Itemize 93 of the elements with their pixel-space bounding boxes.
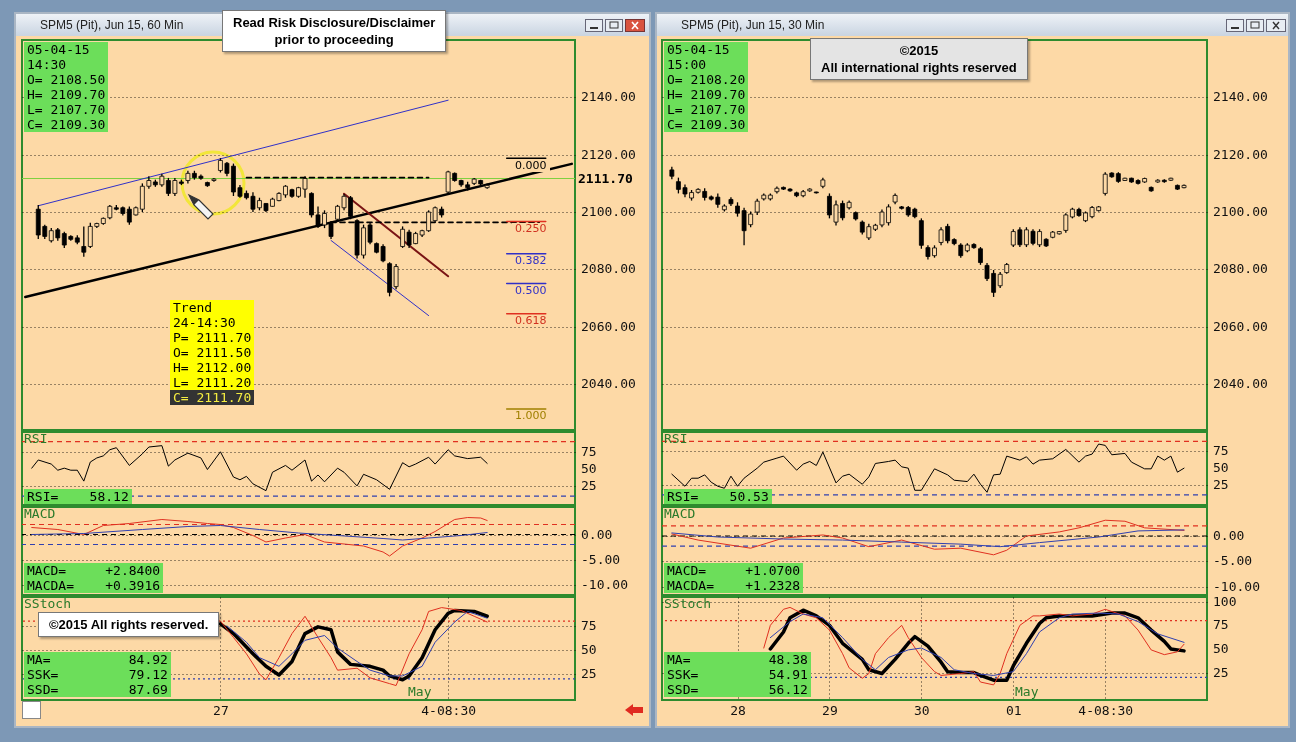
- x-tick-label: 4-08:30: [1078, 702, 1134, 718]
- x-tick-label: 29: [822, 702, 838, 718]
- y-tick-label: 2140.00: [581, 89, 636, 105]
- chart-title: SPM5 (Pit), Jun 15, 60 Min: [40, 17, 184, 34]
- y-tick-label: 2120.00: [581, 146, 636, 162]
- y-tick-label: 25: [581, 477, 597, 493]
- annotation: 0.250: [512, 222, 550, 235]
- annotation: ©2015: [898, 42, 940, 59]
- y-tick-label: 2040.00: [1213, 376, 1268, 392]
- chart-title: RSI: [664, 431, 688, 446]
- annotation: SSD= 56.12: [666, 682, 809, 697]
- y-tick-label: 50: [1213, 640, 1229, 656]
- y-tick-label: 75: [581, 617, 597, 633]
- chart-title: MACD: [24, 506, 56, 521]
- y-tick-label: 75: [1213, 443, 1229, 459]
- line-series: [31, 525, 488, 541]
- x-tick-label: 01: [1005, 702, 1022, 718]
- annotation: RSI= 58.12: [24, 489, 132, 504]
- annotation: Trend: [172, 300, 214, 315]
- y-tick-label: 2080.00: [581, 261, 636, 277]
- annotation: L= 2111.20: [172, 375, 253, 390]
- y-tick-label: 0.00: [1213, 527, 1245, 543]
- annotation: C= 2111.70: [170, 390, 255, 405]
- annotation: 14:30: [26, 57, 68, 72]
- chart-title: RSI: [24, 431, 48, 446]
- y-tick-label: 2040.00: [581, 376, 636, 392]
- annotation: prior to proceeding: [273, 31, 395, 48]
- annotation: O= 2108.20: [666, 72, 747, 87]
- annotation: C= 2109.30: [666, 117, 747, 132]
- chart-title: MACD: [664, 506, 696, 521]
- y-tick-label: 75: [1213, 617, 1229, 633]
- chart-title: SStoch: [664, 596, 711, 611]
- y-tick-label: -5.00: [581, 551, 621, 567]
- annotation: 05-04-15: [26, 42, 91, 57]
- y-tick-label: 50: [1213, 460, 1229, 476]
- x-tick-label: 4-08:30: [421, 702, 477, 718]
- annotation: May: [1014, 684, 1040, 699]
- annotation: 0.382: [512, 254, 550, 267]
- annotation: O= 2111.50: [172, 345, 253, 360]
- annotation: 1.000: [512, 409, 550, 422]
- annotation: MACD= +1.0700: [666, 563, 802, 578]
- y-tick-label: 100: [1213, 593, 1237, 609]
- y-tick-label: 50: [581, 641, 597, 657]
- y-tick-label: 2100.00: [581, 204, 636, 220]
- y-tick-label: 2060.00: [1213, 318, 1268, 334]
- annotation: All international rights reserved: [821, 59, 1017, 76]
- annotation: H= 2109.70: [26, 87, 107, 102]
- annotation: O= 2108.50: [26, 72, 107, 87]
- y-tick-label: 2060.00: [581, 318, 636, 334]
- y-tick-label: -5.00: [1213, 553, 1253, 569]
- annotation: MACDA= +1.2328: [666, 578, 802, 593]
- annotation: P= 2111.70: [172, 330, 253, 345]
- annotation: H= 2112.00: [172, 360, 253, 375]
- annotation: MA= 48.38: [666, 652, 809, 667]
- y-tick-label: 75: [581, 443, 597, 459]
- annotation: MACD= +2.8400: [26, 563, 162, 578]
- annotation: RSI= 50.53: [664, 489, 772, 504]
- y-tick-label: 2120.00: [1213, 146, 1268, 162]
- y-tick-label: 25: [1213, 476, 1229, 492]
- annotation: L= 2107.70: [666, 102, 747, 117]
- y-tick-label: -10.00: [1213, 578, 1260, 594]
- annotation: MA= 84.92: [26, 652, 169, 667]
- annotation: 24-14:30: [172, 315, 237, 330]
- text: Read Risk Disclosure/Disclaimer: [233, 14, 436, 31]
- annotation: ©2015 All rights reserved.: [49, 616, 209, 633]
- annotation: C= 2109.30: [26, 117, 107, 132]
- candlestick: [81, 225, 87, 258]
- annotation: MACDA= +0.3916: [26, 578, 162, 593]
- y-tick-label: 25: [1213, 664, 1229, 680]
- x-tick-label: 30: [914, 702, 930, 718]
- annotation: 05-04-15: [666, 42, 731, 57]
- annotation: 0.000: [512, 159, 550, 172]
- annotation: 0.618: [512, 314, 550, 327]
- y-tick-label: 2140.00: [1213, 89, 1268, 105]
- ref-line-label: 2111.70: [578, 170, 633, 186]
- chart-title: SStoch: [24, 596, 71, 611]
- y-tick-label: -10.00: [581, 576, 628, 592]
- x-tick-label: 28: [730, 702, 746, 718]
- annotation: SSD= 87.69: [26, 682, 169, 697]
- annotation: SSK= 79.12: [26, 667, 169, 682]
- y-tick-label: 50: [581, 460, 597, 476]
- y-tick-label: 0.00: [581, 526, 613, 542]
- y-tick-label: 25: [581, 666, 597, 682]
- x-tick-label: 27: [213, 702, 229, 718]
- y-tick-label: 2080.00: [1213, 261, 1268, 277]
- annotation: May: [407, 684, 433, 699]
- annotation: 15:00: [666, 57, 708, 72]
- y-tick-label: 2100.00: [1213, 204, 1268, 220]
- chart-title: SPM5 (Pit), Jun 15, 30 Min: [681, 17, 825, 34]
- annotation: H= 2109.70: [666, 87, 747, 102]
- annotation: L= 2107.70: [26, 102, 107, 117]
- annotation: SSK= 54.91: [666, 667, 809, 682]
- annotation: 0.500: [512, 284, 550, 297]
